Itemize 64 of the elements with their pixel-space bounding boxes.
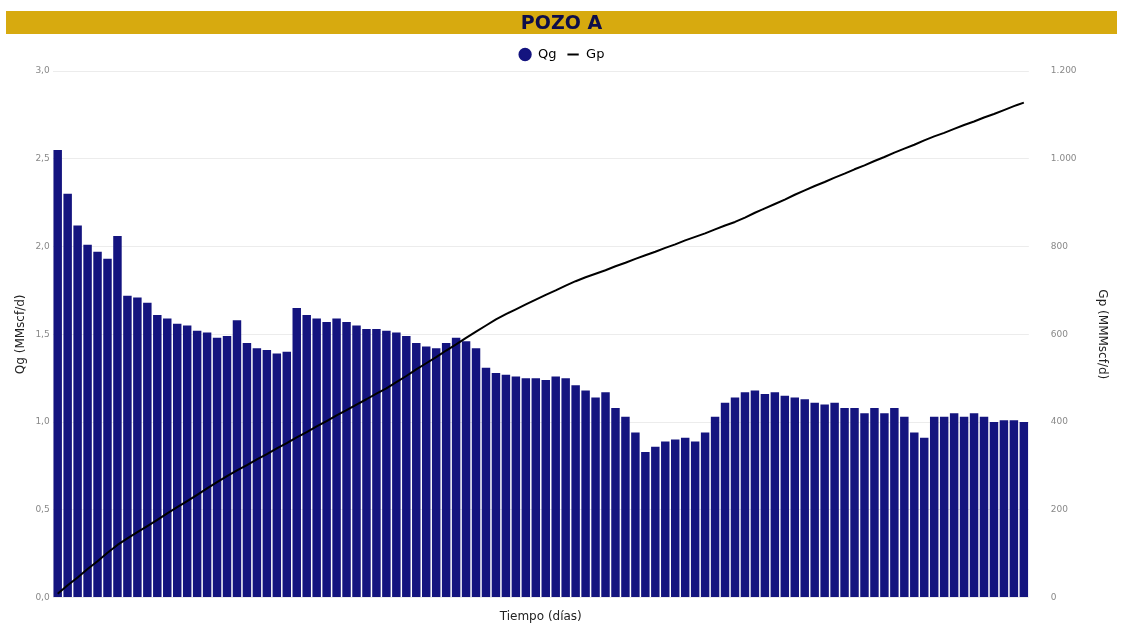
- bar: [272, 353, 282, 598]
- y-tick-label: 0,5: [35, 504, 50, 515]
- bar: [212, 337, 222, 598]
- y2-tick-label: 200: [1050, 504, 1069, 515]
- bar: [232, 320, 242, 598]
- y-tick-label: 2,0: [35, 240, 50, 251]
- bar: [531, 378, 541, 598]
- bar: [730, 397, 740, 598]
- bar: [929, 416, 939, 598]
- bar: [511, 376, 521, 598]
- bar: [471, 348, 481, 598]
- bar: [461, 341, 471, 598]
- bar: [690, 441, 700, 598]
- bar: [700, 432, 710, 598]
- legend-label: Qg: [538, 45, 557, 61]
- bar: [740, 392, 750, 598]
- y-tick-label: 3,0: [35, 65, 50, 76]
- bar: [431, 348, 441, 598]
- bar: [202, 332, 212, 598]
- bar: [1019, 422, 1029, 598]
- bar: [959, 416, 969, 598]
- bar: [451, 337, 461, 598]
- bar: [501, 374, 511, 598]
- bar: [1009, 420, 1019, 598]
- bar: [939, 416, 949, 598]
- bar: [949, 413, 959, 598]
- x-axis-title: Tiempo (días): [498, 608, 582, 623]
- bar: [989, 422, 999, 598]
- y-tick-label: 1,5: [35, 328, 50, 339]
- bar: [172, 323, 182, 598]
- bar: [770, 392, 780, 598]
- y2-tick-label: 1.200: [1050, 65, 1077, 76]
- y2-tick-label: 400: [1050, 416, 1069, 427]
- y2-axis-title: Gp (MMMscf/d): [1095, 289, 1110, 380]
- y-tick-label: 0,0: [35, 591, 50, 602]
- y-tick-label: 1,0: [35, 416, 50, 427]
- bar: [760, 393, 770, 598]
- y2-tick-label: 0: [1050, 591, 1057, 602]
- legend-label: Gp: [586, 45, 605, 61]
- bar: [441, 343, 451, 598]
- bar: [999, 420, 1009, 598]
- bar: [780, 395, 790, 598]
- y2-tick-label: 1.000: [1050, 153, 1077, 164]
- y2-tick-label: 600: [1050, 328, 1069, 339]
- bar: [969, 413, 979, 598]
- bar: [720, 402, 730, 598]
- bar: [222, 336, 232, 598]
- bar: [182, 325, 192, 598]
- y2-tick-label: 800: [1050, 240, 1069, 251]
- bar: [282, 351, 292, 598]
- bar: [979, 416, 989, 598]
- y-axis-title: Qg (MMscf/d): [13, 294, 28, 375]
- bar: [750, 390, 760, 598]
- bar: [242, 343, 252, 598]
- bar: [710, 416, 720, 598]
- chart-title: POZO A: [6, 11, 1117, 34]
- bar: [481, 367, 491, 598]
- bar: [252, 348, 262, 598]
- bar: [680, 437, 690, 598]
- y-tick-label: 2,5: [35, 153, 50, 164]
- bar: [521, 378, 531, 598]
- bar: [491, 372, 501, 598]
- bar: [262, 350, 272, 598]
- bar: [192, 330, 202, 598]
